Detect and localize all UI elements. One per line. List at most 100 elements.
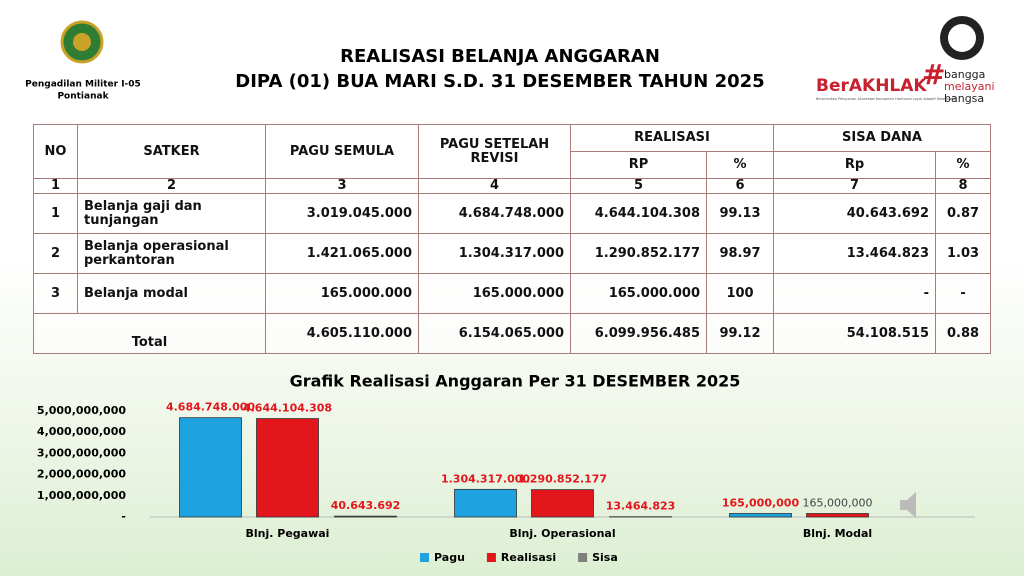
table-cell: 0.88 xyxy=(935,313,992,354)
table-cell: 4.605.110.000 xyxy=(265,313,419,354)
table-cell: 0.87 xyxy=(935,193,992,234)
tagline: melayani xyxy=(944,80,995,93)
data-label: 1.290.852.177 xyxy=(518,473,607,486)
title-line2: DIPA (01) BUA MARI S.D. 31 DESEMBER TAHU… xyxy=(235,71,764,92)
table-cell: 6.099.956.485 xyxy=(570,313,707,354)
tagline: bangga xyxy=(944,68,985,81)
org-city: Pontianak xyxy=(57,92,109,102)
table-cell: 2 xyxy=(33,233,78,274)
table-cell: PAGU SETELAH REVISI xyxy=(418,124,571,179)
table-cell: 1.421.065.000 xyxy=(265,233,419,274)
table-cell: % xyxy=(935,151,992,179)
table-row: RP% Rp% xyxy=(34,151,992,179)
org-name: Pengadilan Militer I-05 xyxy=(25,80,141,90)
table-cell: Belanja operasional perkantoran xyxy=(77,233,266,274)
table-cell: Total xyxy=(33,313,266,354)
table-cell: RP xyxy=(570,151,707,179)
table-cell: 5 xyxy=(570,178,707,194)
legend-swatch xyxy=(578,553,588,562)
bar xyxy=(334,515,397,518)
table-cell: 1 xyxy=(33,178,78,194)
table-cell: 3.019.045.000 xyxy=(265,193,419,234)
data-label: 165,000,000 xyxy=(722,497,800,510)
x-tick-label: Blnj. Operasional xyxy=(509,527,615,540)
table-row: 1 Belanja gaji dan tunjangan 3.019.045.000… xyxy=(33,193,992,234)
y-tick-label: 4,000,000,000 xyxy=(37,425,126,438)
tagline: bangsa xyxy=(944,92,984,105)
table-cell: 99.13 xyxy=(705,193,775,234)
table-cell: 1.304.317.000 xyxy=(418,233,571,274)
x-tick-label: Blnj. Modal xyxy=(803,527,872,540)
table-row: 3 Belanja modal 165.000.000 165.000.000 165.… xyxy=(33,273,992,314)
legend-label: Pagu xyxy=(434,551,465,564)
table-row: 2 Belanja operasional perkantoran 1.421.06… xyxy=(33,233,992,274)
table-cell: 1.03 xyxy=(935,233,992,274)
emblem-center xyxy=(948,24,976,52)
table-cell: 54.108.515 xyxy=(773,313,937,354)
table-cell: 7 xyxy=(773,178,937,194)
bar xyxy=(531,489,594,518)
legend-swatch xyxy=(420,553,429,562)
y-tick-label: 1,000,000,000 xyxy=(37,489,126,502)
table-cell: 4 xyxy=(418,178,571,194)
chart-title: Grafik Realisasi Anggaran Per 31 DESEMBE… xyxy=(290,372,741,391)
budget-table: NO SATKER PAGU SEMULA PAGU SETELAH REVISI RE… xyxy=(33,124,992,354)
hash: # xyxy=(922,58,945,91)
table-cell: 165.000.000 xyxy=(570,273,707,314)
table-cell: 4.684.748.000 xyxy=(418,193,571,234)
table-cell: - xyxy=(773,273,937,314)
table-row: NO SATKER PAGU SEMULA PAGU SETELAH REVISI RE… xyxy=(33,124,992,179)
table-cell: 8 xyxy=(935,178,992,194)
y-tick-label: - xyxy=(121,510,126,523)
table-cell: 13.464.823 xyxy=(773,233,937,274)
table-cell: Belanja modal xyxy=(77,273,266,314)
y-tick-label: 2,000,000,000 xyxy=(37,468,126,481)
x-tick-label: Blnj. Pegawai xyxy=(246,527,330,540)
table-cell: SISA DANA xyxy=(773,124,992,152)
legend-swatch xyxy=(486,553,496,562)
table-cell: 3 xyxy=(265,178,419,194)
bar xyxy=(729,513,792,518)
table-cell: 98.97 xyxy=(705,233,775,274)
table-cell: 4.644.104.308 xyxy=(570,193,707,234)
table-row: Total 4.605.110.000 6.154.065.000 6.099.956… xyxy=(33,313,992,354)
bar xyxy=(179,417,242,518)
data-label: 40.643.692 xyxy=(331,499,401,512)
table-cell: SATKER xyxy=(77,124,266,179)
table-cell: 165.000.000 xyxy=(265,273,419,314)
court-logo-center xyxy=(73,33,91,51)
table-cell: 100 xyxy=(705,273,775,314)
table-cell: 2 xyxy=(77,178,266,194)
table-cell: Rp xyxy=(773,151,937,179)
speaker-icon xyxy=(900,492,916,518)
bar xyxy=(454,488,517,518)
brand-small: Berorientasi Pelayanan Akuntabel Kompete… xyxy=(816,97,957,101)
data-label: 1.304.317.000 xyxy=(441,472,530,485)
table-cell: REALISASI xyxy=(569,124,775,152)
data-label: 4.644.104.308 xyxy=(243,402,332,415)
table-cell: NO xyxy=(33,124,78,179)
legend-label: Realisasi xyxy=(501,551,556,564)
table-cell: 165.000.000 xyxy=(418,273,571,314)
table-cell: 40.643.692 xyxy=(773,193,937,234)
bar xyxy=(806,513,869,518)
table-cell: % xyxy=(705,151,775,179)
title-line1: REALISASI BELANJA ANGGARAN xyxy=(340,46,660,67)
bar xyxy=(256,418,319,518)
data-label: 4.684.748.000 xyxy=(166,401,255,414)
table-cell: 6 xyxy=(705,178,775,194)
table-cell: 3 xyxy=(33,273,78,314)
table-cell: 1.290.852.177 xyxy=(570,233,707,274)
table-cell: Belanja gaji dan tunjangan xyxy=(77,193,266,234)
y-tick-label: 5,000,000,000 xyxy=(37,404,126,417)
table-cell: 99.12 xyxy=(705,313,775,354)
table-cell: 1 xyxy=(33,193,78,234)
legend-label: Sisa xyxy=(592,551,618,564)
table-cell: - xyxy=(935,273,992,314)
data-label: 13.464.823 xyxy=(606,500,676,513)
y-tick-label: 3,000,000,000 xyxy=(37,446,126,459)
data-label: 165,000,000 xyxy=(803,497,873,510)
